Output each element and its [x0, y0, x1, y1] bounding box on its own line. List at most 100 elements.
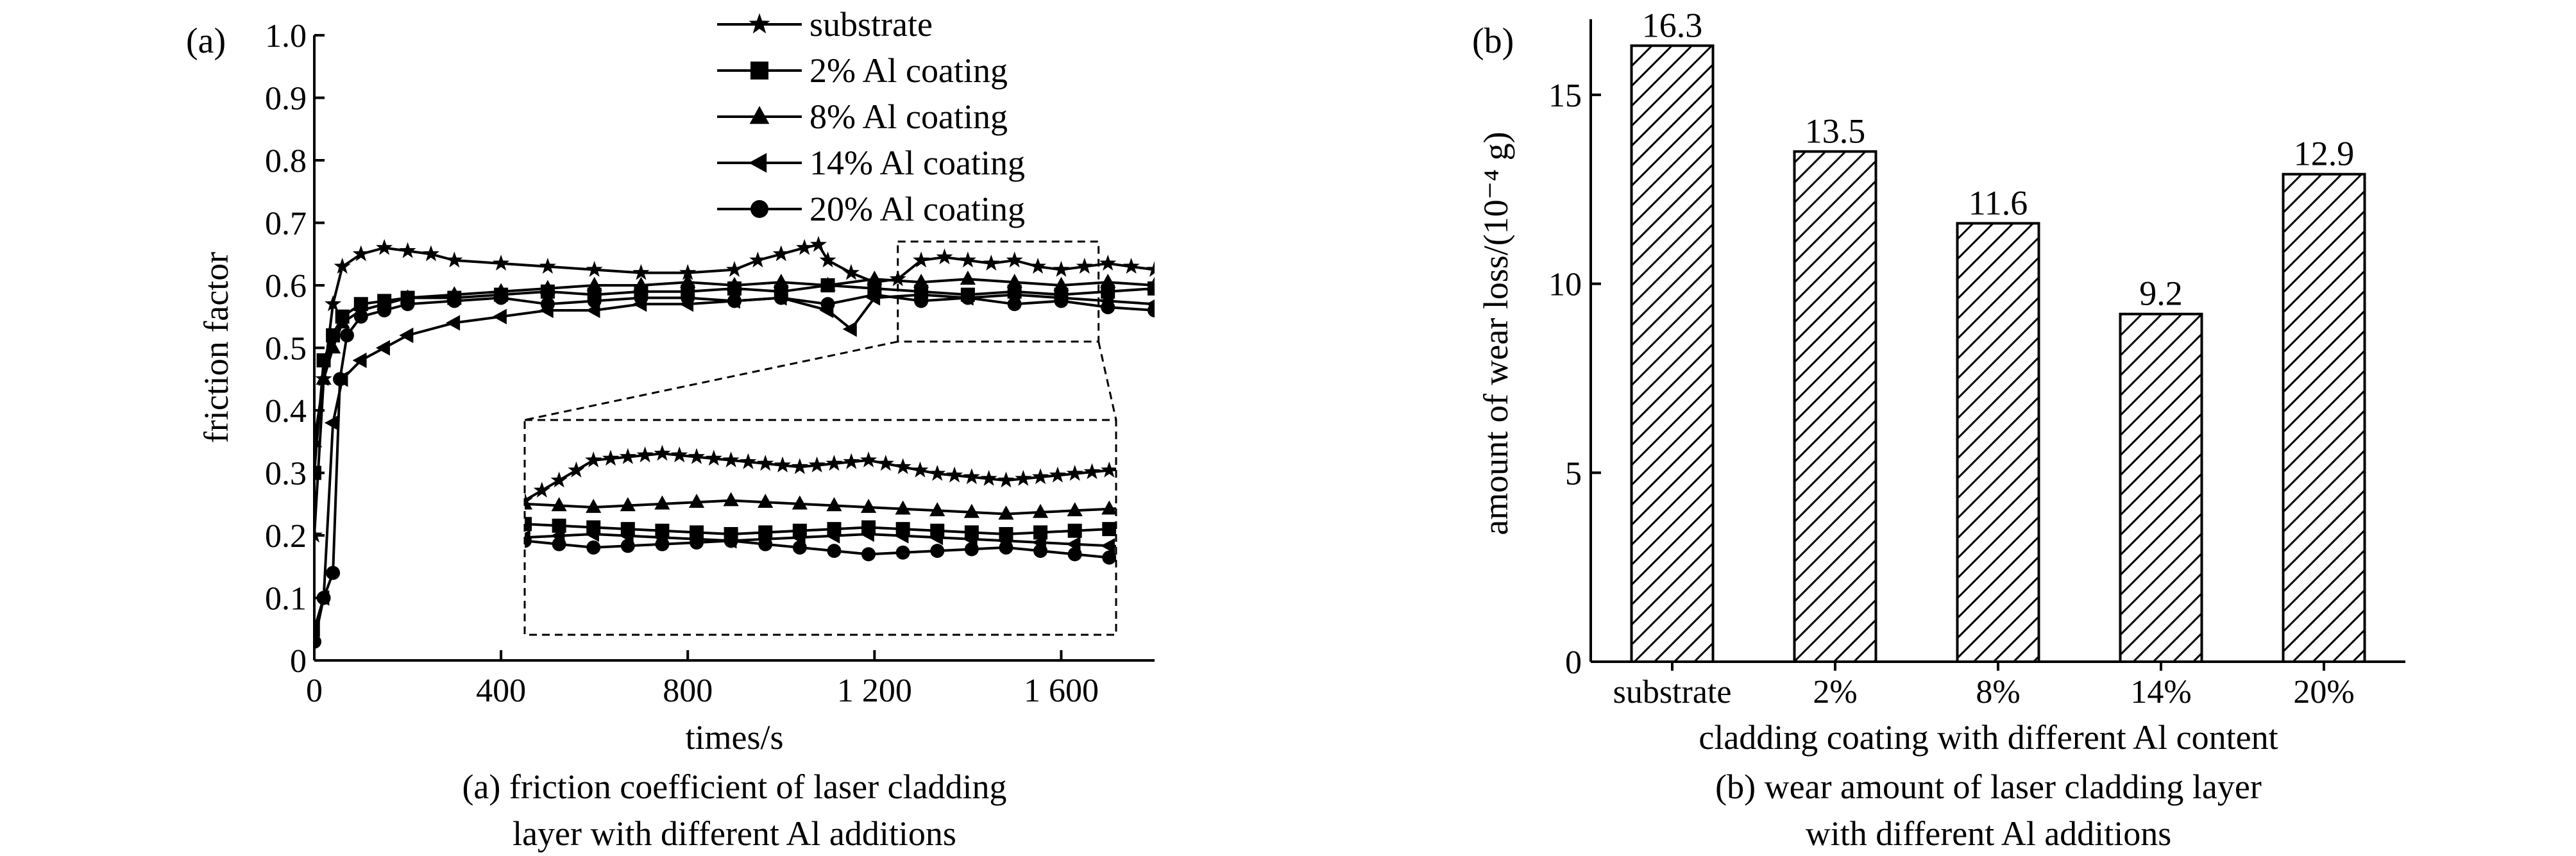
legend-marker: [749, 13, 770, 34]
data-point: [959, 251, 976, 268]
bar-group-14pct: 9.2 14%: [2119, 274, 2203, 710]
data-point: [540, 297, 555, 312]
zoom-data-point: [1171, 555, 1185, 569]
zoom-data-point: [568, 461, 585, 478]
panel-b-category-label: substrate: [1613, 674, 1732, 710]
zoom-connector-right: [1097, 341, 1117, 421]
zoom-data-point: [688, 448, 706, 464]
zoom-connector-left: [524, 340, 899, 421]
data-point: [1006, 251, 1023, 268]
data-point: [399, 242, 416, 258]
data-point: [1148, 303, 1155, 317]
zoom-data-point: [895, 545, 910, 560]
zoom-line-20pct-al-coating: [525, 539, 1116, 560]
panel-a: (a) 0 0.1 0.2 0.3 0.4 0.5 0.6 0.7 0.8 0.9 1.0 0 400…: [186, 5, 1185, 853]
panel-a-x-tick-label: 0: [306, 673, 323, 709]
panel-a-y-tick-label: 0.4: [265, 393, 307, 430]
panel-b-y-tick-label: 5: [1565, 455, 1582, 492]
zoom-data-point: [792, 495, 808, 510]
panel-a-y-tick-label: 0.6: [265, 268, 307, 305]
panel-b-category-label: 8%: [1976, 674, 2020, 710]
bar: [2282, 172, 2366, 663]
zoom-series-8pct-al-coating: [525, 492, 1116, 520]
zoom-data-point: [1102, 550, 1116, 565]
panel-a-caption-line1: (a) friction coefficient of laser claddi…: [462, 768, 1006, 806]
data-point: [447, 294, 462, 308]
panel-a-x-tick-label: 400: [476, 673, 526, 709]
zoom-line-2pct-al-coating: [525, 523, 1116, 536]
data-point: [1006, 273, 1022, 288]
data-point: [326, 566, 341, 580]
zoom-data-point: [1015, 469, 1032, 486]
zoom-source-box: [897, 240, 1100, 343]
zoom-data-point: [997, 471, 1015, 488]
zoom-data-point: [1118, 460, 1135, 476]
panel-b-caption-line1: (b) wear amount of laser cladding layer: [1715, 768, 2262, 806]
zoom-data-point: [552, 537, 566, 551]
zoom-data-point: [586, 498, 602, 513]
zoom-data-point: [449, 514, 463, 528]
data-point: [681, 290, 695, 305]
bar-group-8pct: 11.6 8%: [1956, 183, 2040, 710]
panel-a-caption-line2: layer with different Al additions: [513, 814, 956, 853]
bar: [2119, 312, 2203, 664]
data-point: [913, 273, 929, 288]
zoom-data-point: [525, 533, 532, 548]
zoom-data-point: [1067, 502, 1083, 517]
zoom-data-point: [758, 537, 773, 551]
data-point: [936, 248, 953, 265]
panel-a-label: (a): [186, 21, 226, 61]
legend-label: 14% Al coating: [809, 144, 1025, 182]
data-point: [1123, 258, 1140, 274]
data-point: [353, 309, 368, 324]
zoom-series-substrate: [525, 444, 1135, 508]
zoom-data-point: [808, 456, 826, 473]
panel-b-caption-line2: with different Al additions: [1806, 814, 2171, 853]
data-point: [422, 245, 439, 262]
zoom-data-point: [843, 453, 860, 469]
legend-marker: [750, 62, 768, 80]
data-point: [375, 340, 390, 356]
data-point: [586, 276, 602, 291]
legend-label: 2% Al coating: [809, 51, 1008, 90]
zoom-data-point: [1032, 503, 1049, 518]
panel-a-y-tick-label: 0.2: [265, 518, 307, 555]
zoom-data-point: [946, 466, 963, 483]
zoom-data-point: [1067, 547, 1082, 562]
zoom-data-point: [551, 497, 567, 512]
zoom-data-point: [963, 503, 979, 518]
data-point: [1054, 294, 1069, 308]
panel-a-y-tick-label: 0: [290, 643, 307, 680]
data-point: [1100, 273, 1116, 288]
data-point: [809, 235, 827, 252]
data-point: [587, 294, 602, 308]
zoom-data-point: [1033, 544, 1048, 558]
zoom-data-point: [1135, 540, 1149, 555]
zoom-data-point: [585, 526, 600, 542]
zoom-data-point: [757, 455, 774, 471]
zoom-data-point: [723, 492, 739, 507]
panel-b-y-tick-label: 0: [1565, 644, 1582, 681]
zoom-data-point: [482, 532, 496, 547]
zoom-data-point: [636, 446, 654, 463]
data-point: [726, 276, 743, 291]
data-point: [339, 328, 354, 342]
zoom-data-point: [894, 528, 909, 544]
zoom-data-point: [1171, 519, 1185, 533]
zoom-data-point: [1101, 461, 1116, 478]
panel-a-x-ticks: 0 400 800 1 200 1 600: [306, 650, 1099, 709]
legend-item-2pct-al-coating: 2% Al coating: [717, 51, 1008, 90]
data-point: [400, 297, 415, 312]
zoom-data-point: [827, 544, 842, 558]
panel-a-y-tick-label: 0.7: [265, 206, 307, 242]
zoom-data-point: [525, 495, 533, 510]
data-point: [325, 339, 341, 354]
panel-a-ylabel: friction factor: [197, 252, 235, 443]
zoom-data-point: [585, 451, 602, 467]
series-line-14pct-al-coating: [314, 293, 1155, 630]
legend-marker: [749, 153, 767, 173]
zoom-data-point: [671, 446, 688, 463]
data-point: [399, 327, 414, 344]
panel-a-x-tick-label: 800: [663, 673, 713, 709]
zoom-data-point: [930, 544, 945, 558]
